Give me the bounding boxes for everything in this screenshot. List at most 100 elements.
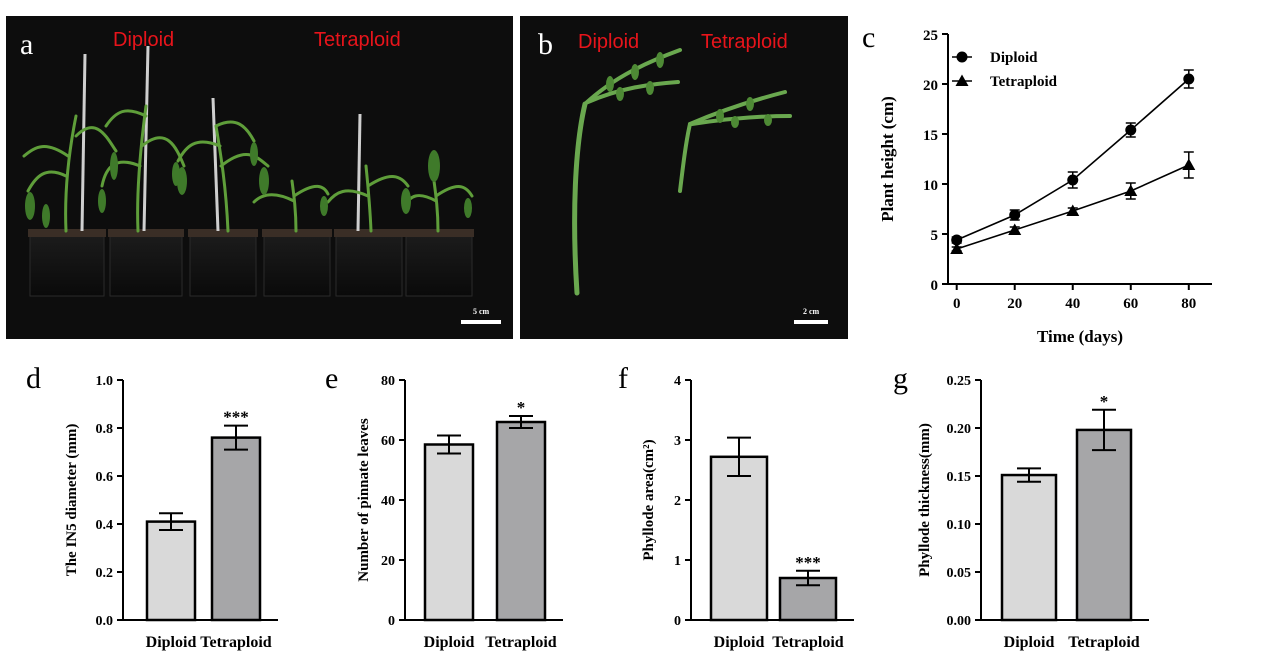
x-category-label: Diploid xyxy=(424,634,475,651)
y-tick-label: 0.25 xyxy=(947,374,972,389)
tetraploid-leaf xyxy=(678,90,792,193)
legend-label: Diploid xyxy=(990,50,1038,66)
y-tick-label: 0.10 xyxy=(947,518,972,533)
y-tick-label: 60 xyxy=(381,434,395,449)
significance-marker: *** xyxy=(223,408,249,427)
y-tick-label: 20 xyxy=(923,78,938,94)
y-tick-label: 0.00 xyxy=(947,614,972,629)
chart-d: d 0.0 0.2 0.4 0.6 0.8 1.0 The IN5 diameter (mm)… xyxy=(26,362,278,651)
x-category-label: Diploid xyxy=(714,634,765,651)
data-point xyxy=(1067,174,1079,186)
data-point xyxy=(1124,184,1138,196)
label-diploid-a: Diploid xyxy=(113,29,175,51)
support-sticks xyxy=(80,45,362,232)
y-tick-label: 40 xyxy=(381,494,395,509)
y-tick-label: 0.6 xyxy=(96,470,114,485)
scale-bar-a xyxy=(461,320,501,324)
plant-stems xyxy=(22,104,474,233)
y-tick-label: 80 xyxy=(381,374,395,389)
y-axis-title: Phyllode thickness(mm) xyxy=(917,423,933,577)
data-point xyxy=(950,242,964,254)
chart-c: c 0 5 10 15 20 25 0 20 40 60 80 Time (days) Plant hei… xyxy=(862,21,1212,346)
y-tick-label: 15 xyxy=(923,128,938,144)
series-tetraploid xyxy=(950,151,1196,254)
y-axis-title: Phyllode area(cm²) xyxy=(641,439,657,560)
pot xyxy=(188,229,258,297)
y-tick-label: 1.0 xyxy=(96,374,114,389)
y-tick-label: 20 xyxy=(381,554,395,569)
chart-e: e 0 20 40 60 80 Number of pinnate leaves Diploi… xyxy=(325,362,563,651)
x-tick-label: 60 xyxy=(1123,296,1138,312)
y-tick-label: 2 xyxy=(674,494,681,509)
x-category-label: Tetraploid xyxy=(485,634,557,651)
panel-letter-b: b xyxy=(538,28,553,61)
series-diploid xyxy=(951,69,1195,246)
data-point xyxy=(1183,73,1195,85)
y-tick-label: 0.8 xyxy=(96,422,114,437)
photo-panel-b: b Diploid Tetraploid 2 cm xyxy=(520,16,848,339)
significance-marker: * xyxy=(517,398,526,417)
x-category-label: Diploid xyxy=(146,634,197,651)
scale-bar-label-b: 2 cm xyxy=(803,307,820,316)
y-tick-label: 0.0 xyxy=(96,614,114,629)
x-tick-label: 80 xyxy=(1181,296,1196,312)
x-tick-label: 0 xyxy=(953,296,961,312)
bar-diploid xyxy=(709,455,769,622)
pot xyxy=(404,229,474,297)
label-tetraploid-a: Tetraploid xyxy=(314,29,401,51)
legend-marker xyxy=(956,51,968,63)
data-point xyxy=(1125,124,1137,136)
bar-diploid xyxy=(145,520,197,622)
bar-tetraploid xyxy=(1075,428,1133,622)
scale-bar-label-a: 5 cm xyxy=(473,307,490,316)
x-category-label: Tetraploid xyxy=(772,634,844,651)
panel-letter-g: g xyxy=(893,362,908,395)
y-tick-label: 10 xyxy=(923,178,938,194)
y-axis-title: Number of pinnate leaves xyxy=(356,418,372,582)
photo-panel-a: a Diploid Tetraploid 5 cm xyxy=(6,16,513,339)
y-axis-title: Plant height (cm) xyxy=(878,96,897,222)
x-category-label: Diploid xyxy=(1004,634,1055,651)
x-tick-label: 40 xyxy=(1065,296,1080,312)
leaflets xyxy=(606,52,772,128)
legend-label: Tetraploid xyxy=(990,74,1058,90)
y-tick-label: 3 xyxy=(674,434,681,449)
y-tick-label: 0 xyxy=(674,614,681,629)
data-point xyxy=(1008,223,1022,235)
data-point xyxy=(1009,209,1021,221)
panel-letter-e: e xyxy=(325,362,338,395)
pot xyxy=(108,229,184,297)
chart-g: g 0.00 0.05 0.10 0.15 0.20 0.25 Phyllode thickn… xyxy=(893,362,1149,651)
y-tick-label: 0.4 xyxy=(96,518,114,533)
x-axis-title: Time (days) xyxy=(1037,327,1123,346)
x-category-label: Tetraploid xyxy=(200,634,272,651)
x-tick-label: 20 xyxy=(1007,296,1022,312)
label-diploid-b: Diploid xyxy=(578,31,640,53)
pot xyxy=(28,229,106,297)
y-tick-label: 0.2 xyxy=(96,566,114,581)
y-tick-label: 0 xyxy=(931,278,939,294)
chart-f: f 0 1 2 3 4 Phyllode area(cm²) Diploid *** Tetrap… xyxy=(618,362,854,651)
y-tick-label: 1 xyxy=(674,554,681,569)
leaves-illustration xyxy=(572,48,792,296)
y-tick-label: 5 xyxy=(931,228,939,244)
y-tick-label: 0.15 xyxy=(947,470,972,485)
y-tick-label: 4 xyxy=(674,374,681,389)
bar-diploid xyxy=(1000,473,1058,622)
potted-plants-illustration xyxy=(22,45,474,297)
x-category-label: Tetraploid xyxy=(1068,634,1140,651)
panel-letter-f: f xyxy=(618,362,628,395)
bar-tetraploid xyxy=(495,420,547,622)
legend-marker xyxy=(955,74,969,86)
y-axis-title: The IN5 diameter (mm) xyxy=(64,424,80,577)
y-tick-label: 25 xyxy=(923,28,938,44)
panel-letter-a: a xyxy=(20,28,34,61)
significance-marker: *** xyxy=(795,553,821,572)
data-point xyxy=(1182,158,1196,170)
label-tetraploid-b: Tetraploid xyxy=(701,31,788,53)
y-tick-label: 0.20 xyxy=(947,422,972,437)
significance-marker: * xyxy=(1100,392,1109,411)
pot xyxy=(334,229,404,297)
scale-bar-b xyxy=(794,320,828,324)
